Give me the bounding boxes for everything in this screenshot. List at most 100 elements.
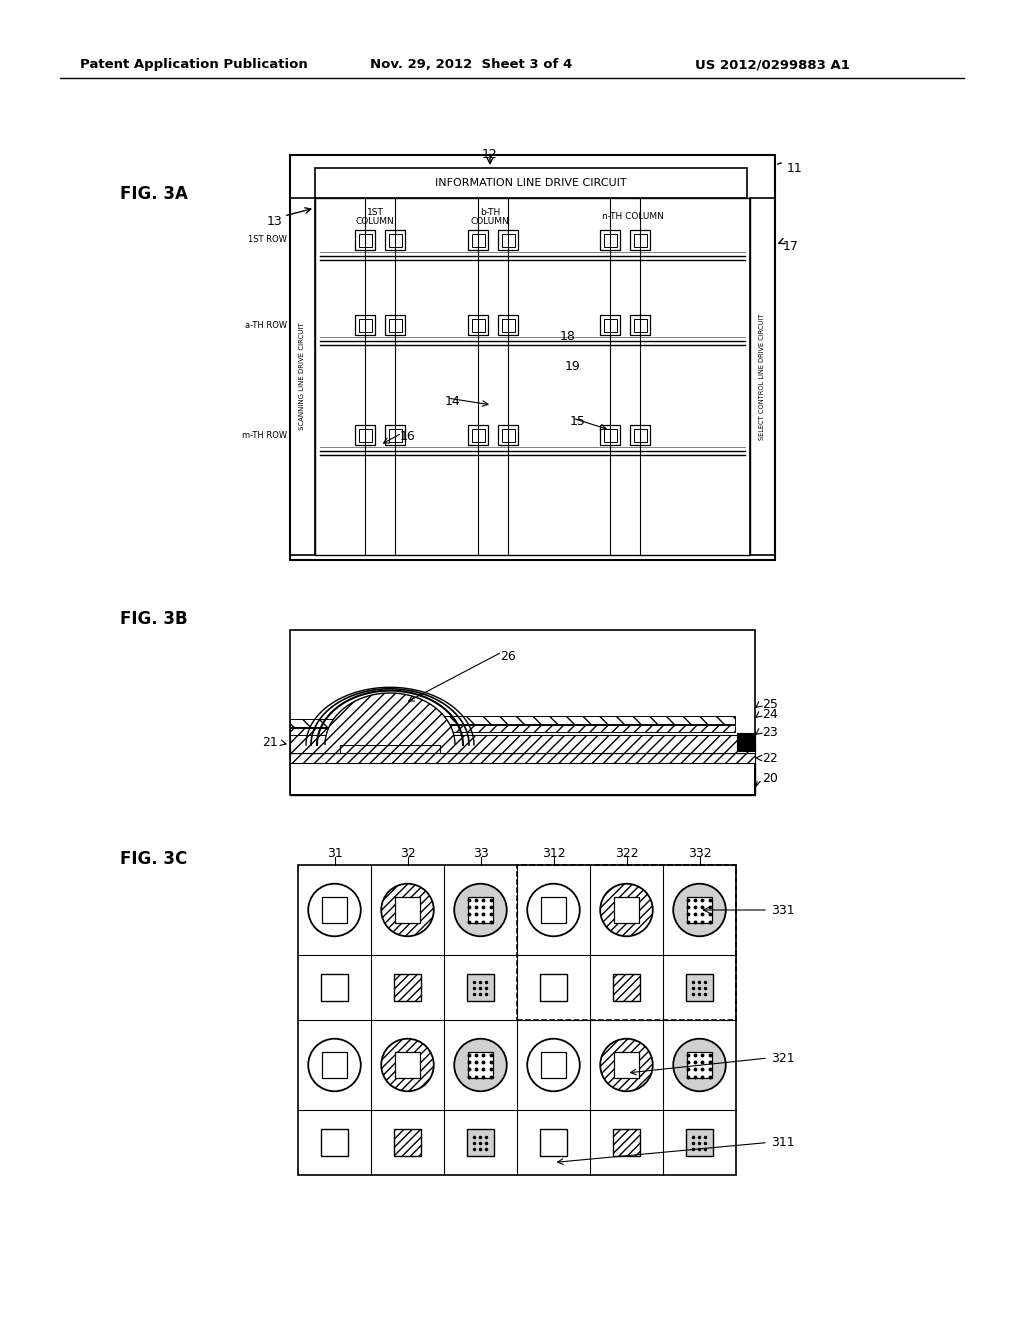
Bar (540, 974, 567, 1001)
Text: 1ST ROW: 1ST ROW (248, 235, 287, 244)
Text: 11: 11 (787, 162, 803, 176)
Bar (315, 168, 746, 198)
Bar (541, 898, 566, 923)
Bar (612, 974, 640, 1001)
Text: SELECT CONTROL LINE DRIVE CIRCUIT: SELECT CONTROL LINE DRIVE CIRCUIT (760, 313, 766, 440)
Bar (290, 719, 340, 727)
Text: 322: 322 (614, 847, 638, 861)
Text: 1ST: 1ST (367, 209, 383, 216)
Text: 18: 18 (560, 330, 575, 343)
Circle shape (308, 1039, 360, 1092)
Bar (468, 1052, 494, 1077)
Circle shape (600, 883, 652, 936)
Text: 31: 31 (327, 847, 342, 861)
Text: 25: 25 (762, 698, 778, 711)
Bar (502, 234, 514, 247)
Circle shape (381, 883, 434, 936)
Text: 312: 312 (542, 847, 565, 861)
Bar (687, 898, 712, 923)
Bar (321, 1129, 348, 1156)
Text: Nov. 29, 2012  Sheet 3 of 4: Nov. 29, 2012 Sheet 3 of 4 (370, 58, 572, 71)
Bar (630, 315, 650, 335)
Bar (498, 315, 518, 335)
Text: 321: 321 (771, 1052, 795, 1064)
Bar (498, 230, 518, 249)
Circle shape (527, 1039, 580, 1092)
Bar (385, 315, 406, 335)
Text: n-TH COLUMN: n-TH COLUMN (602, 213, 664, 220)
Bar (502, 318, 514, 331)
Circle shape (673, 1039, 726, 1092)
Text: 24: 24 (762, 709, 778, 722)
Text: 12: 12 (482, 148, 498, 161)
Bar (517, 865, 736, 1020)
Text: COLUMN: COLUMN (355, 216, 394, 226)
Bar (355, 315, 375, 335)
Bar (385, 230, 406, 249)
Text: 17: 17 (783, 240, 799, 253)
Bar (687, 1052, 712, 1077)
Text: 13: 13 (266, 215, 282, 228)
Bar (634, 234, 646, 247)
Bar (468, 230, 488, 249)
Bar (355, 230, 375, 249)
Bar (498, 425, 518, 445)
Bar (395, 898, 420, 923)
Bar (471, 318, 484, 331)
Text: b-TH: b-TH (480, 209, 500, 216)
Bar (395, 1052, 420, 1077)
Bar (298, 865, 736, 1175)
Bar (630, 425, 650, 445)
Bar (394, 1129, 421, 1156)
Bar (468, 425, 488, 445)
Bar (388, 318, 401, 331)
Bar (467, 1129, 495, 1156)
Text: 22: 22 (762, 751, 778, 764)
Bar (600, 315, 620, 335)
Bar (603, 318, 616, 331)
Text: 19: 19 (565, 360, 581, 374)
Text: FIG. 3B: FIG. 3B (120, 610, 187, 628)
Bar (471, 429, 484, 441)
Bar (630, 230, 650, 249)
Circle shape (308, 883, 360, 936)
Text: 14: 14 (445, 395, 461, 408)
Bar (612, 1129, 640, 1156)
Bar (394, 974, 421, 1001)
Bar (471, 234, 484, 247)
Bar (737, 733, 755, 751)
Bar (290, 752, 755, 763)
Text: SCANNING LINE DRIVE CIRCUIT: SCANNING LINE DRIVE CIRCUIT (299, 322, 305, 430)
Circle shape (381, 1039, 434, 1092)
Bar (468, 898, 494, 923)
Bar (634, 318, 646, 331)
Bar (541, 1052, 566, 1077)
Text: FIG. 3C: FIG. 3C (120, 850, 187, 869)
Text: 332: 332 (688, 847, 712, 861)
Bar (290, 763, 755, 795)
Bar (322, 1052, 347, 1077)
Text: 33: 33 (473, 847, 488, 861)
Bar (603, 429, 616, 441)
Text: Patent Application Publication: Patent Application Publication (80, 58, 308, 71)
Text: FIG. 3A: FIG. 3A (120, 185, 187, 203)
Bar (440, 725, 735, 733)
Bar (468, 315, 488, 335)
Text: US 2012/0299883 A1: US 2012/0299883 A1 (695, 58, 850, 71)
Circle shape (527, 883, 580, 936)
Bar (634, 429, 646, 441)
Bar (388, 234, 401, 247)
Text: 331: 331 (771, 903, 795, 916)
Text: 32: 32 (399, 847, 416, 861)
Bar (467, 974, 495, 1001)
Bar (385, 425, 406, 445)
Text: 20: 20 (762, 772, 778, 785)
PathPatch shape (325, 693, 455, 744)
Bar (440, 715, 735, 723)
Bar (502, 429, 514, 441)
Circle shape (455, 883, 507, 936)
Bar (540, 1129, 567, 1156)
Bar (290, 729, 340, 735)
Bar (613, 898, 639, 923)
Text: 21: 21 (262, 737, 278, 750)
